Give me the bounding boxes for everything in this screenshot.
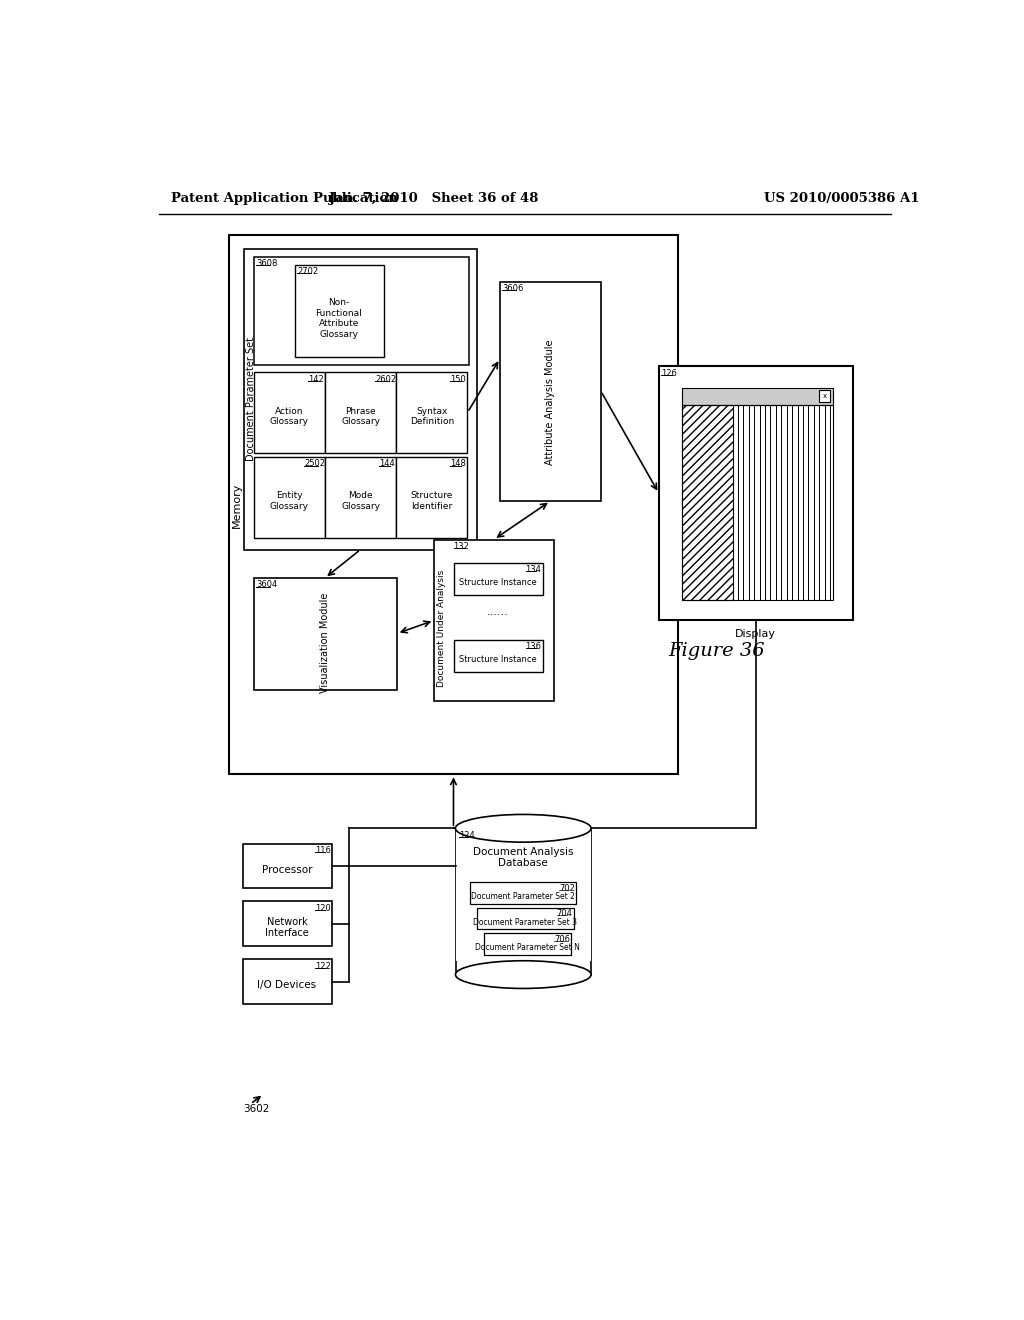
Text: Document Under Analysis: Document Under Analysis: [436, 569, 445, 686]
Text: Phrase
Glossary: Phrase Glossary: [341, 407, 380, 426]
Bar: [477, 908, 573, 929]
Bar: [658, 367, 853, 620]
Text: Visualization Module: Visualization Module: [319, 593, 330, 693]
Text: Action
Glossary: Action Glossary: [269, 407, 308, 426]
Text: Document Parameter Set: Document Parameter Set: [246, 338, 256, 462]
Text: Document Parameter Set 2: Document Parameter Set 2: [471, 892, 574, 902]
Text: Patent Application Publication: Patent Application Publication: [171, 191, 397, 205]
Text: Figure 36: Figure 36: [669, 643, 765, 660]
Text: US 2010/0005386 A1: US 2010/0005386 A1: [764, 191, 919, 205]
Bar: [243, 843, 332, 888]
Text: Attribute Analysis Module: Attribute Analysis Module: [546, 339, 555, 465]
Text: 142: 142: [308, 375, 324, 384]
Bar: [454, 562, 543, 595]
Text: Memory: Memory: [231, 482, 242, 528]
Bar: [295, 264, 384, 358]
Text: ......: ......: [486, 607, 509, 616]
Bar: [434, 540, 554, 701]
Text: 124: 124: [459, 830, 475, 840]
Text: Syntax
Definition: Syntax Definition: [410, 407, 454, 426]
Bar: [325, 372, 396, 453]
Bar: [396, 372, 467, 453]
Text: 120: 120: [314, 904, 331, 912]
Bar: [819, 391, 830, 401]
Text: Display: Display: [735, 630, 776, 639]
Text: 144: 144: [379, 459, 395, 469]
Text: 3606: 3606: [503, 284, 523, 293]
Bar: [500, 281, 601, 502]
Bar: [254, 257, 469, 364]
Text: 116: 116: [314, 846, 331, 855]
Text: 122: 122: [314, 961, 331, 970]
Text: x: x: [822, 393, 826, 400]
Bar: [456, 829, 592, 961]
Bar: [483, 933, 571, 954]
Text: Structure Instance: Structure Instance: [459, 578, 537, 587]
Bar: [454, 640, 543, 672]
Bar: [254, 457, 325, 539]
Text: Document Analysis
Database: Document Analysis Database: [473, 846, 573, 869]
Bar: [682, 388, 834, 405]
Text: 150: 150: [451, 375, 466, 384]
Text: 148: 148: [451, 459, 466, 469]
Text: Document Parameter Set N: Document Parameter Set N: [475, 944, 580, 952]
Text: 132: 132: [454, 543, 469, 550]
Text: Structure Instance: Structure Instance: [459, 655, 537, 664]
Text: 704: 704: [557, 909, 572, 919]
Text: Mode
Glossary: Mode Glossary: [341, 491, 380, 511]
Bar: [254, 372, 325, 453]
Bar: [682, 405, 732, 599]
Bar: [245, 249, 477, 549]
Ellipse shape: [456, 814, 591, 842]
Text: Processor: Processor: [261, 865, 312, 875]
Text: 702: 702: [559, 884, 574, 892]
Text: 2602: 2602: [375, 375, 396, 384]
Ellipse shape: [456, 961, 591, 989]
Text: Structure
Identifier: Structure Identifier: [411, 491, 453, 511]
Text: 2702: 2702: [297, 267, 318, 276]
Text: Jan. 7, 2010   Sheet 36 of 48: Jan. 7, 2010 Sheet 36 of 48: [330, 191, 539, 205]
Bar: [243, 960, 332, 1003]
Text: 706: 706: [554, 935, 570, 944]
Text: Entity
Glossary: Entity Glossary: [269, 491, 308, 511]
Text: I/O Devices: I/O Devices: [257, 981, 316, 990]
Text: Document Parameter Set 3: Document Parameter Set 3: [473, 917, 577, 927]
Bar: [325, 457, 396, 539]
Bar: [243, 902, 332, 946]
Text: 3608: 3608: [256, 259, 278, 268]
Text: 3602: 3602: [243, 1105, 269, 1114]
Bar: [470, 882, 575, 904]
Text: Network
Interface: Network Interface: [265, 917, 309, 939]
Text: 2502: 2502: [304, 459, 325, 469]
Text: 126: 126: [662, 368, 677, 378]
Bar: [228, 235, 678, 775]
Bar: [254, 578, 397, 689]
Bar: [682, 405, 834, 599]
Text: 3604: 3604: [256, 581, 278, 589]
Bar: [396, 457, 467, 539]
Text: 136: 136: [525, 642, 542, 651]
Text: Non-
Functional
Attribute
Glossary: Non- Functional Attribute Glossary: [315, 298, 362, 339]
Text: 134: 134: [525, 565, 542, 574]
